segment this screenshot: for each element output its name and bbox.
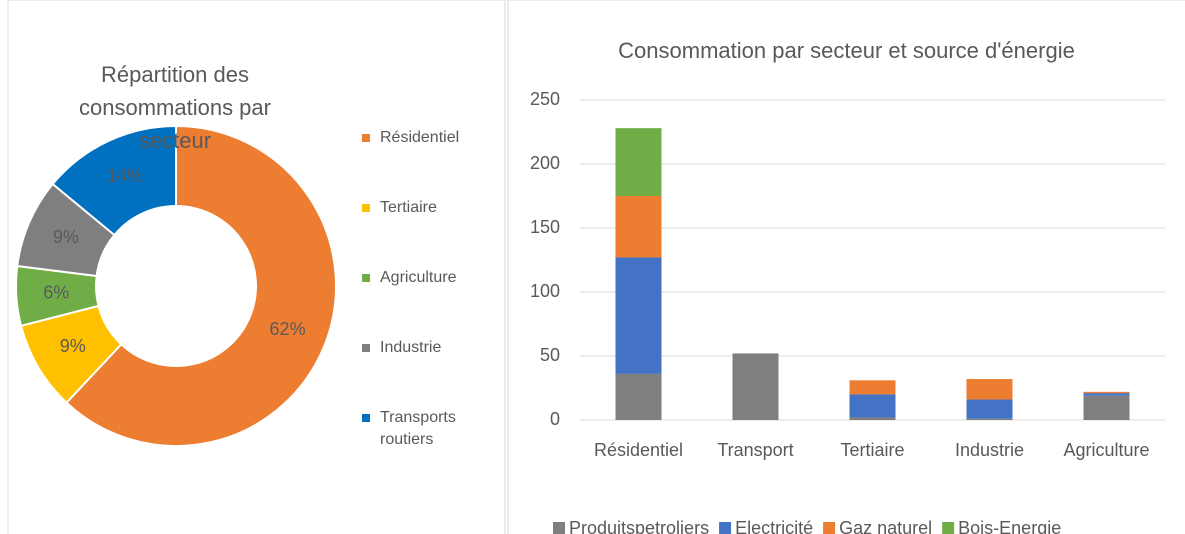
bar-segment <box>966 418 1013 420</box>
data-label: 14% <box>107 166 143 186</box>
bar-segment <box>849 394 896 418</box>
bar-segment <box>615 373 662 420</box>
bar-segment <box>1083 393 1130 396</box>
y-tick-label: 200 <box>530 153 560 173</box>
data-label: 9% <box>53 227 79 247</box>
bar-segment <box>849 380 896 395</box>
legend-swatch <box>362 274 370 282</box>
legend-swatch <box>362 134 370 142</box>
chart-title: Consommation par secteur et source d'éne… <box>618 38 1075 63</box>
legend-swatch <box>719 522 732 534</box>
legend-swatch <box>553 522 565 534</box>
legend-swatch <box>362 414 370 422</box>
y-tick-label: 50 <box>540 345 560 365</box>
bar-segment <box>615 196 662 258</box>
panel <box>7 0 506 534</box>
bar-segment <box>732 353 779 420</box>
legend-label: Produitspetroliers <box>569 518 709 534</box>
donut-slice <box>65 124 337 447</box>
bar-segment <box>849 417 896 420</box>
donut-slice <box>51 124 177 237</box>
x-tick-label: Résidentiel <box>594 440 683 460</box>
y-tick-label: 150 <box>530 217 560 237</box>
bar-segment <box>966 399 1013 419</box>
legend-label: Transports routiers <box>380 409 456 448</box>
chart-title: Répartition des consommations par secteu… <box>79 62 271 153</box>
legend-label: Industrie <box>380 339 442 356</box>
x-tick-label: Industrie <box>955 440 1024 460</box>
legend-label: Gaz naturel <box>839 518 932 534</box>
x-tick-label: Tertiaire <box>840 440 904 460</box>
legend-label: Résidentiel <box>380 129 460 146</box>
legend-label: Bois-Energie <box>958 518 1061 534</box>
x-tick-label: Agriculture <box>1063 440 1149 460</box>
panel <box>507 0 1185 534</box>
bar-segment <box>615 257 662 374</box>
legend-label: Electricité <box>735 518 813 534</box>
legend-label: Agriculture <box>380 269 457 286</box>
legend-swatch <box>362 204 370 212</box>
y-tick-label: 100 <box>530 281 560 301</box>
data-label: 6% <box>43 282 69 302</box>
y-tick-label: 0 <box>550 409 560 429</box>
y-tick-label: 250 <box>530 89 560 109</box>
legend-label: Tertiaire <box>380 199 437 216</box>
data-label: 9% <box>60 336 86 356</box>
data-label: 62% <box>270 319 306 339</box>
x-tick-label: Transport <box>717 440 793 460</box>
bar-segment <box>1083 395 1130 420</box>
bar-segment <box>966 379 1013 400</box>
legend-swatch <box>823 522 836 534</box>
bar-segment <box>1083 391 1130 394</box>
bar-segment <box>615 128 662 196</box>
legend-swatch <box>362 344 370 352</box>
legend-swatch <box>942 522 955 534</box>
